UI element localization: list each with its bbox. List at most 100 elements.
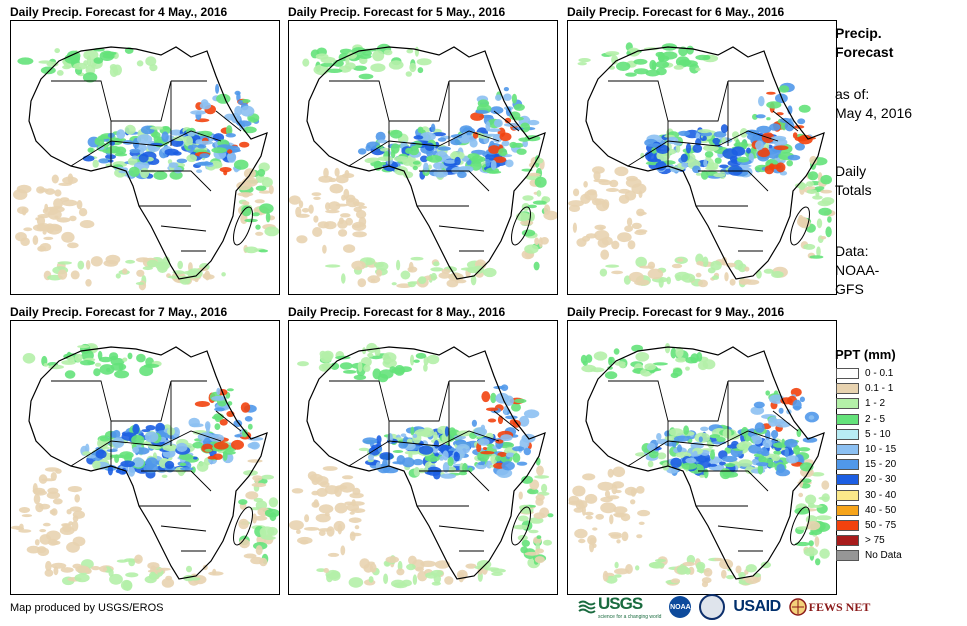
- rain-patch: [524, 551, 540, 556]
- rain-patch: [125, 572, 139, 578]
- rain-patch: [590, 367, 605, 373]
- rain-patch: [702, 256, 709, 268]
- rain-patch: [611, 55, 619, 65]
- country-border: [493, 410, 520, 432]
- rain-patch: [62, 523, 72, 533]
- rain-patch: [495, 455, 502, 462]
- rain-patch: [798, 104, 811, 113]
- rain-patch: [648, 562, 663, 568]
- rain-patch: [18, 507, 31, 513]
- rain-patch: [427, 164, 432, 170]
- side-title: Precip. Forecast: [835, 24, 893, 62]
- rain-patch: [177, 260, 183, 270]
- rain-patch: [798, 447, 811, 452]
- rain-patch: [534, 548, 544, 554]
- rain-patch: [751, 435, 761, 441]
- rain-patch: [334, 167, 340, 177]
- rain-patch: [636, 534, 643, 539]
- rain-patch: [51, 508, 58, 516]
- rain-patch: [212, 568, 217, 576]
- rain-patch: [221, 272, 226, 277]
- usaid-logo: USAID: [733, 598, 781, 615]
- rain-patch: [625, 72, 637, 77]
- rain-patch: [67, 355, 75, 363]
- rain-patch: [486, 443, 495, 447]
- data-source: Data: NOAA- GFS: [835, 242, 879, 299]
- rain-patch: [604, 490, 611, 498]
- rain-patch: [594, 198, 606, 205]
- rain-patch: [77, 345, 90, 349]
- rain-patch: [74, 494, 80, 503]
- rain-patch: [71, 520, 79, 532]
- rain-patch: [344, 170, 350, 178]
- legend-item: 10 - 15: [836, 442, 902, 457]
- rain-patch: [67, 242, 79, 249]
- rain-patch: [511, 403, 521, 412]
- rain-patch: [326, 526, 335, 537]
- rain-patch: [318, 530, 326, 536]
- rain-patch: [722, 471, 739, 478]
- partner-logos: USGS science for a changing world NOAA U…: [578, 594, 870, 620]
- legend-swatch: [836, 398, 859, 410]
- rain-patch: [771, 430, 779, 439]
- rain-patch: [46, 530, 61, 541]
- rain-patch: [644, 363, 656, 371]
- rain-patch: [339, 362, 353, 370]
- rain-patch: [635, 565, 640, 571]
- rain-patch: [469, 139, 478, 148]
- rain-patch: [194, 277, 199, 283]
- rain-patch: [296, 235, 308, 244]
- rain-patch: [534, 556, 545, 564]
- rain-patch: [338, 229, 348, 237]
- rain-patch: [98, 135, 110, 140]
- rain-patch: [250, 556, 264, 565]
- legend-label: 15 - 20: [865, 459, 897, 471]
- rain-patch: [670, 167, 682, 173]
- rain-patch: [377, 156, 394, 161]
- rain-patch: [786, 160, 793, 167]
- rain-patch: [470, 112, 484, 121]
- rain-patch: [518, 491, 523, 500]
- rain-patch: [255, 231, 264, 236]
- rain-patch: [454, 156, 461, 166]
- rain-patch: [617, 232, 632, 243]
- rain-patch: [240, 402, 251, 413]
- rain-patch: [755, 114, 766, 119]
- rain-patch: [139, 365, 154, 377]
- rain-patch: [536, 465, 544, 476]
- rain-patch: [614, 561, 619, 569]
- rain-patch: [589, 537, 597, 544]
- rain-patch: [240, 105, 255, 117]
- rain-patch: [204, 448, 213, 452]
- rain-patch: [673, 435, 690, 442]
- precip-map: [10, 20, 280, 295]
- rain-patch: [614, 513, 626, 518]
- africa-map: [11, 343, 279, 591]
- rain-patch: [211, 147, 227, 154]
- rain-patch: [368, 576, 374, 583]
- rain-patch: [251, 482, 267, 488]
- legend-label: > 75: [865, 535, 885, 547]
- country-border: [698, 470, 769, 492]
- legend-label: 20 - 30: [865, 474, 897, 486]
- rain-patch: [323, 167, 329, 178]
- rain-patch: [521, 475, 533, 484]
- fews-globe-icon: [788, 598, 807, 616]
- rain-patch: [512, 116, 524, 121]
- rain-patch: [712, 137, 720, 145]
- africa-map: [568, 42, 836, 288]
- rain-patch: [512, 446, 525, 452]
- rain-patch: [652, 362, 668, 366]
- rain-patch: [521, 539, 530, 547]
- rain-patch: [815, 558, 821, 566]
- rain-patch: [721, 455, 738, 463]
- rain-patch: [501, 140, 510, 147]
- rain-patch: [722, 428, 732, 439]
- rain-patch: [803, 547, 818, 557]
- rain-patch: [348, 517, 362, 523]
- rain-patch: [684, 567, 691, 575]
- rain-patch: [107, 464, 113, 476]
- rain-patch: [685, 457, 697, 464]
- rain-patch: [827, 216, 832, 223]
- country-border: [111, 80, 172, 122]
